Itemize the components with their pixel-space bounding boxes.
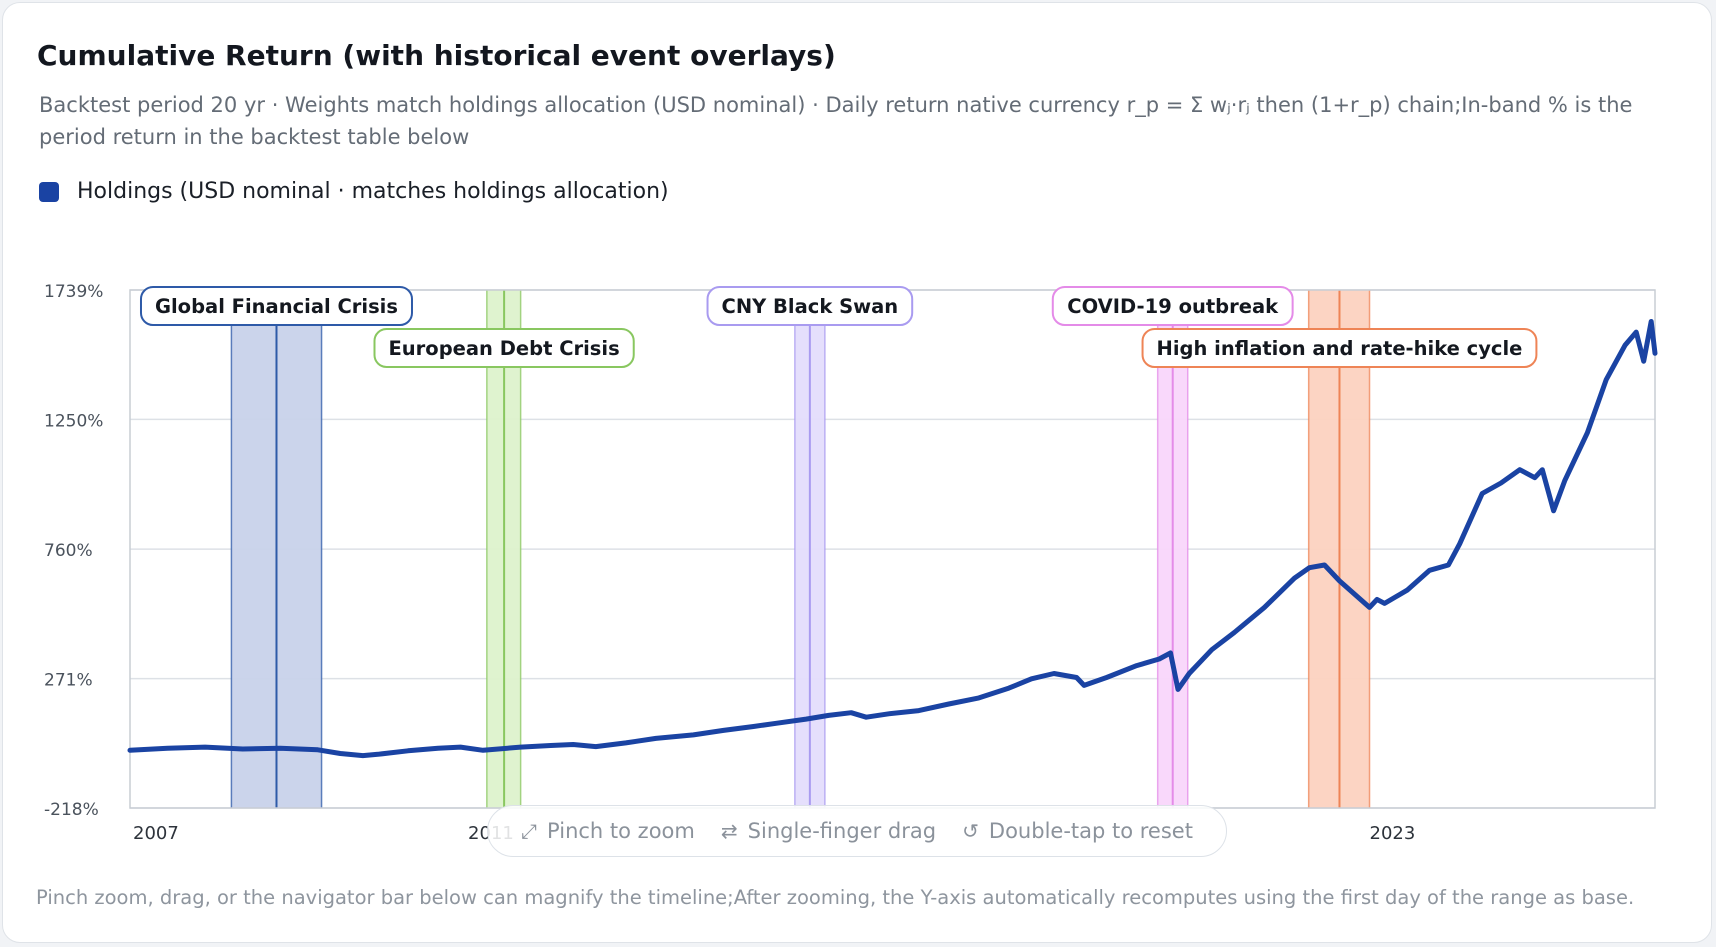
event-labels: Global Financial Crisis European Debt Cri… xyxy=(139,286,1538,368)
y-tick-label: 1739% xyxy=(44,282,103,302)
hint-pinch-label: Pinch to zoom xyxy=(547,819,695,843)
rotate-ccw-icon: ↺ xyxy=(962,819,979,843)
hint-drag: ⇄ Single-finger drag xyxy=(721,819,936,843)
event-label-pill xyxy=(1051,286,1294,326)
event-label-text: European Debt Crisis xyxy=(388,337,619,360)
event-label-pill xyxy=(706,286,914,326)
hint-reset: ↺ Double-tap to reset xyxy=(962,819,1193,843)
x-tick-label: 2023 xyxy=(1370,823,1416,844)
event-label-text: Global Financial Crisis xyxy=(155,295,398,318)
expand-icon: ⤢ xyxy=(521,819,538,843)
y-tick-label: -218% xyxy=(44,800,99,820)
y-tick-label: 271% xyxy=(44,671,93,691)
hint-reset-label: Double-tap to reset xyxy=(988,819,1193,843)
event-label-pill xyxy=(373,328,635,368)
event-label-pill xyxy=(139,286,413,326)
x-tick-label: 2007 xyxy=(133,823,179,844)
chart-title: Cumulative Return (with historical event… xyxy=(37,39,836,72)
swap-arrows-icon: ⇄ xyxy=(720,819,738,843)
gesture-hint-pill: ⤢ Pinch to zoom ⇄ Single-finger drag ↺ D… xyxy=(487,805,1227,857)
legend-label: Holdings (USD nominal · matches holdings… xyxy=(77,179,669,204)
event-label-text: COVID-19 outbreak xyxy=(1067,295,1279,318)
y-tick-label: 760% xyxy=(44,541,93,561)
event-label-text: High inflation and rate-hike cycle xyxy=(1157,337,1523,360)
chart-subtitle: Backtest period 20 yr · Weights match ho… xyxy=(39,93,1633,149)
event-label-pill xyxy=(1141,328,1538,368)
legend-swatch xyxy=(39,181,59,202)
y-tick-label: 1250% xyxy=(44,411,103,431)
event-label-text: CNY Black Swan xyxy=(722,295,899,318)
hint-drag-label: Single-finger drag xyxy=(747,819,937,843)
series-line-holdings xyxy=(127,319,1658,759)
cumulative-return-chart[interactable]: 1739% 1250% 760% 271% -218% Global Financial … xyxy=(0,260,1716,850)
chart-footnote: Pinch zoom, drag, or the navigator bar b… xyxy=(36,886,1635,909)
hint-pinch: ⤢ Pinch to zoom xyxy=(521,819,695,843)
chart-legend[interactable]: Holdings (USD nominal · matches holdings… xyxy=(39,179,669,204)
